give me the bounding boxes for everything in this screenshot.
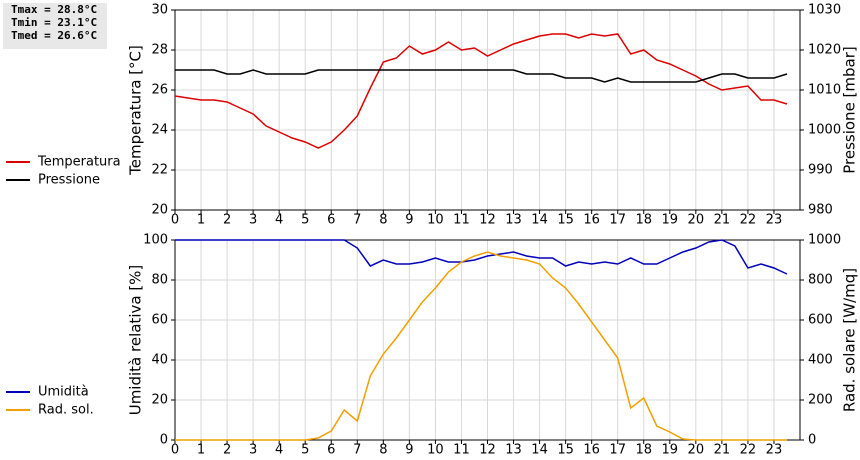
y-tick-label: 30 [151, 3, 168, 18]
x-tick-label: 20 [688, 213, 705, 228]
x-tick-label: 9 [405, 213, 413, 228]
y-tick-label: 80 [151, 273, 168, 288]
y2-tick-label: 0 [808, 433, 816, 448]
y2-tick-label: 1000 [808, 123, 841, 138]
x-tick-label: 11 [453, 213, 470, 228]
y-tick-label: 40 [151, 353, 168, 368]
x-tick-label: 16 [583, 443, 600, 458]
legend-label: Temperatura [37, 155, 121, 170]
x-tick-label: 2 [223, 213, 231, 228]
x-tick-label: 0 [171, 213, 179, 228]
y2-axis-label: Rad. solare [W/mq] [841, 268, 859, 412]
x-tick-label: 7 [353, 213, 361, 228]
x-tick-label: 5 [301, 213, 309, 228]
legend-label: Rad. sol. [38, 403, 94, 418]
x-tick-label: 18 [635, 443, 652, 458]
x-tick-label: 11 [453, 443, 470, 458]
y-tick-label: 20 [151, 203, 168, 218]
stat: Tmax = 28.8°C [11, 3, 98, 16]
x-tick-label: 7 [353, 443, 361, 458]
x-tick-label: 19 [662, 213, 679, 228]
y2-tick-label: 400 [808, 353, 833, 368]
x-tick-label: 14 [531, 213, 548, 228]
y2-axis-label: Pressione [mbar] [841, 46, 859, 174]
y2-tick-label: 200 [808, 393, 833, 408]
x-tick-label: 3 [249, 443, 257, 458]
x-tick-label: 15 [557, 213, 574, 228]
y2-tick-label: 980 [808, 203, 833, 218]
stat: Tmed = 26.6°C [11, 29, 98, 42]
y2-tick-label: 1020 [808, 43, 841, 58]
y2-tick-label: 600 [808, 313, 833, 328]
x-tick-label: 19 [662, 443, 679, 458]
y2-tick-label: 1000 [808, 233, 841, 248]
series-line [174, 33, 788, 149]
x-tick-label: 3 [249, 213, 257, 228]
y2-tick-label: 990 [808, 163, 833, 178]
y-tick-label: 28 [151, 43, 168, 58]
x-tick-label: 10 [427, 213, 444, 228]
series-line [175, 69, 788, 83]
x-tick-label: 23 [766, 213, 783, 228]
y2-tick-label: 800 [808, 273, 833, 288]
x-tick-label: 13 [505, 443, 522, 458]
y-tick-label: 22 [151, 163, 168, 178]
stats-box: Tmax = 28.8°C Tmin = 23.1°C Tmed = 26.6°… [3, 3, 107, 49]
y-tick-label: 24 [151, 123, 168, 138]
series-line [175, 239, 788, 275]
x-tick-label: 16 [583, 213, 600, 228]
x-tick-label: 1 [197, 443, 205, 458]
x-tick-label: 15 [557, 443, 574, 458]
x-tick-label: 12 [479, 213, 496, 228]
x-tick-label: 6 [327, 443, 335, 458]
x-tick-label: 2 [223, 443, 231, 458]
x-tick-label: 22 [740, 443, 757, 458]
y-tick-label: 20 [151, 393, 168, 408]
x-tick-label: 4 [275, 213, 283, 228]
x-tick-label: 5 [301, 443, 309, 458]
x-tick-label: 4 [275, 443, 283, 458]
stat: Tmin = 23.1°C [11, 16, 98, 29]
y-tick-label: 100 [143, 233, 168, 248]
x-tick-label: 14 [531, 443, 548, 458]
y2-tick-label: 1010 [808, 83, 841, 98]
y-axis-label: Temperatura [°C] [127, 45, 145, 176]
x-tick-label: 20 [688, 443, 705, 458]
x-tick-label: 1 [197, 213, 205, 228]
x-tick-label: 8 [379, 213, 387, 228]
x-tick-label: 17 [609, 443, 626, 458]
series-line [175, 251, 787, 441]
legend-label: Umidità [38, 385, 89, 400]
y-tick-label: 26 [151, 83, 168, 98]
x-tick-label: 0 [171, 443, 179, 458]
x-tick-label: 8 [379, 443, 387, 458]
x-tick-label: 21 [714, 443, 731, 458]
x-tick-label: 13 [505, 213, 522, 228]
x-tick-label: 12 [479, 443, 496, 458]
y2-tick-label: 1030 [808, 3, 841, 18]
x-tick-label: 6 [327, 213, 335, 228]
x-tick-label: 9 [405, 443, 413, 458]
x-tick-label: 17 [609, 213, 626, 228]
x-tick-label: 21 [714, 213, 731, 228]
x-tick-label: 18 [635, 213, 652, 228]
y-axis-label: Umidità relativa [%] [127, 265, 145, 416]
x-tick-label: 10 [427, 443, 444, 458]
y-tick-label: 60 [151, 313, 168, 328]
x-tick-label: 22 [740, 213, 757, 228]
y-tick-label: 0 [160, 433, 168, 448]
legend-label: Pressione [38, 173, 100, 188]
x-tick-label: 23 [766, 443, 783, 458]
